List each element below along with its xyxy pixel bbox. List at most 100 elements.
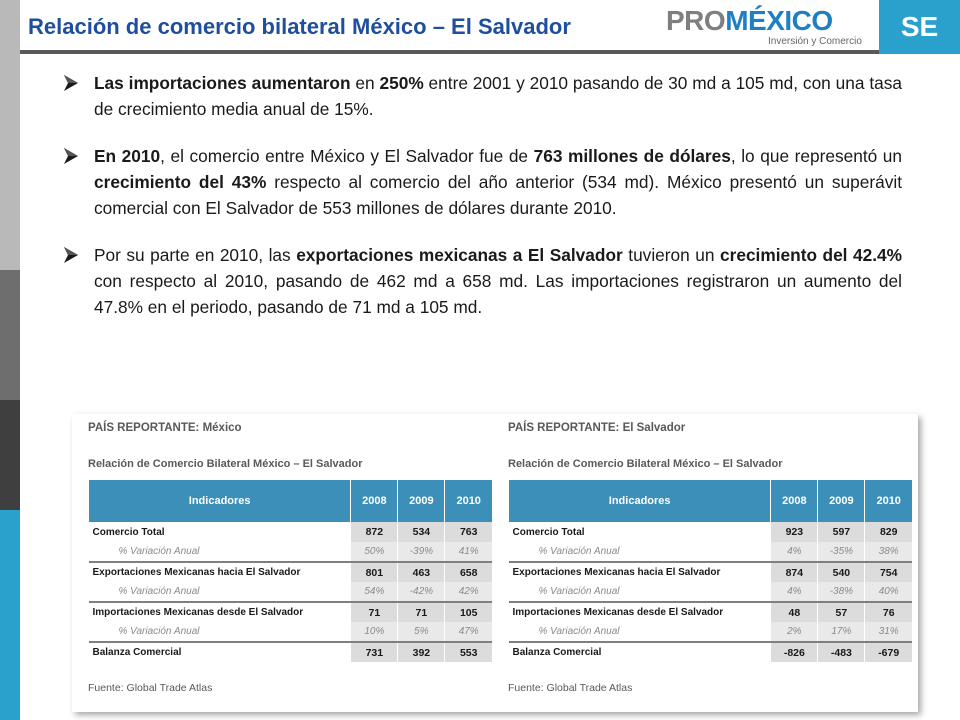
table-header-row: Indicadores 2008 2009 2010 [507,480,912,522]
table-cell: -483 [817,641,865,662]
bullet-text: tuvieron un [622,245,720,265]
accent-segment-mid [0,270,20,400]
table-cell: 48 [770,602,818,622]
table-row: % Variación Anual 10% 5% 47% [88,622,492,643]
table-subtitle: Relación de Comercio Bilateral México – … [88,458,363,470]
table-cell: 47% [444,622,492,643]
table-cell: 874 [770,562,818,582]
accent-segment-light [0,0,20,270]
tables-image: PAÍS REPORTANTE: México Relación de Comer… [72,414,918,712]
table-cell: 872 [350,522,398,542]
table-cell: 42% [444,582,492,603]
table-row: % Variación Anual 2% 17% 31% [508,622,912,643]
promexico-logo: PROMÉXICO Inversión y Comercio [666,4,866,48]
table-subtitle: Relación de Comercio Bilateral México – … [508,458,783,470]
table-row: Comercio Total 923 597 829 [509,522,912,542]
table-cell: 57 [817,602,865,622]
table-cell: -679 [864,641,912,662]
table-cell: 41% [444,542,492,563]
table-cell: 40% [864,582,912,603]
bullet-text: respecto al comercio del año anterior (5… [94,172,902,218]
reporter-label: PAÍS REPORTANTE: El Salvador [508,422,686,434]
table-row: % Variación Anual 4% -38% 40% [508,582,912,603]
source-note: Fuente: Global Trade Atlas [508,682,633,694]
row-label: % Variación Anual [88,542,351,563]
column-header: 2009 [817,480,865,522]
arrow-bullet-icon [64,247,78,263]
table-row: Balanza Comercial 731 392 553 [88,641,492,662]
table-cell: -42% [397,582,445,603]
row-label: Comercio Total [512,526,585,538]
column-header: 2010 [444,480,492,522]
bullet-item: En 2010, el comercio entre México y El S… [62,143,902,221]
table-cell: -35% [817,542,865,563]
column-header: Indicadores [87,480,351,522]
table-cell: 540 [817,562,865,582]
row-label: Exportaciones Mexicanas hacia El Salvado… [92,567,301,578]
bullet-text: Por su parte en 2010, las [94,245,297,265]
column-header: 2008 [350,480,398,522]
row-label: % Variación Anual [88,622,351,643]
table-row: Importaciones Mexicanas desde El Salvado… [509,602,912,622]
left-accent-bar [0,0,20,720]
bullet-text: con respecto al 2010, pasando de 462 md … [94,271,902,317]
bullet-item: Las importaciones aumentaron en 250% ent… [62,70,902,122]
table-panel-mexico: PAÍS REPORTANTE: México Relación de Comer… [82,414,500,704]
bullet-text: en [350,73,380,93]
slide-header: Relación de comercio bilateral México – … [20,0,960,54]
row-label: Balanza Comercial [508,641,771,662]
bullet-emphasis: crecimiento del 43% [94,172,267,192]
bullet-emphasis: Las importaciones aumentaron [94,73,351,93]
table-cell: 4% [770,582,818,603]
table-row: Exportaciones Mexicanas hacia El Salvado… [509,562,912,582]
reporter-label: PAÍS REPORTANTE: México [88,422,242,434]
table-cell: -826 [770,641,818,662]
table-cell: 754 [864,562,912,582]
logo-tagline: Inversión y Comercio [768,36,862,47]
bullet-emphasis: crecimiento del 42.4% [720,245,903,265]
row-label: % Variación Anual [508,582,771,603]
bullet-text: entre 2001 y 2010 pasando de 30 md a 105… [94,73,903,119]
column-header: Indicadores [507,480,771,522]
table-cell: 5% [397,622,445,643]
table-cell: -39% [397,542,445,563]
table-cell: 10% [350,622,398,643]
table-row: Comercio Total 872 534 763 [89,522,492,542]
table-cell: 17% [817,622,865,643]
table-cell: 4% [770,542,818,563]
table-header-row: Indicadores 2008 2009 2010 [87,480,492,522]
bullet-text: , el comercio entre México y El Salvador… [160,146,534,166]
row-label: Exportaciones Mexicanas hacia El Salvado… [512,567,721,578]
header-divider [20,50,880,54]
bullet-emphasis: exportaciones mexicanas a El Salvador [296,245,623,265]
table-cell: 71 [397,602,445,622]
table-cell: 71 [350,602,398,622]
arrow-bullet-icon [64,75,78,91]
table-row: Balanza Comercial -826 -483 -679 [508,641,912,662]
table-cell: 76 [864,602,912,622]
table-cell: 553 [444,641,492,662]
table-cell: -38% [817,582,865,603]
table-cell: 801 [350,562,398,582]
accent-segment-dark [0,400,20,510]
row-label: Comercio Total [92,526,165,538]
table-panel-el-salvador: PAÍS REPORTANTE: El Salvador Relación de … [502,414,920,704]
table-cell: 54% [350,582,398,603]
table-cell: 597 [817,522,865,542]
logo-mexico-text: MÉXICO [725,5,833,36]
table-cell: 534 [397,522,445,542]
logo-wordmark: PROMÉXICO [666,4,833,38]
bullet-emphasis: 763 millones de dólares [533,146,731,166]
column-header: 2009 [397,480,445,522]
table-row: Importaciones Mexicanas desde El Salvado… [89,602,492,622]
indicators-table: Indicadores 2008 2009 2010 Comercio Total 923… [507,480,912,662]
table-row: Exportaciones Mexicanas hacia El Salvado… [89,562,492,582]
table-cell: 2% [770,622,818,643]
table-cell: 31% [864,622,912,643]
table-cell: 658 [444,562,492,582]
page-title: Relación de comercio bilateral México – … [28,14,571,39]
row-label: % Variación Anual [88,582,351,603]
bullet-emphasis: En 2010 [94,146,161,166]
table-cell: 463 [397,562,445,582]
logo-pro-text: PRO [666,5,726,36]
